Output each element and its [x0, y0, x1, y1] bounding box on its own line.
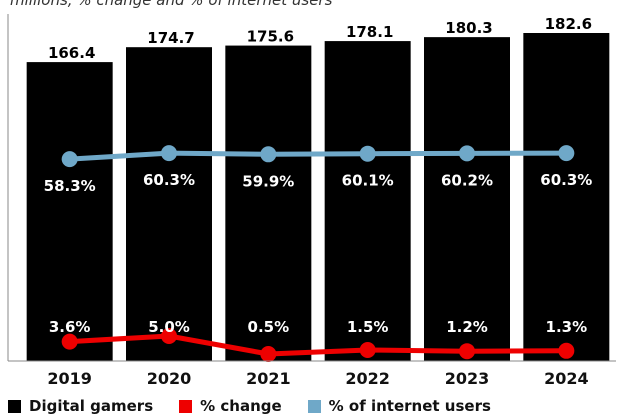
x-tick-2023: 2023	[445, 369, 490, 388]
change-label-2023: 1.2%	[446, 318, 488, 336]
bar-2023	[424, 37, 510, 361]
bars-layer	[26, 33, 610, 361]
legend-label-change: % change	[200, 397, 282, 415]
x-tick-2021: 2021	[246, 369, 291, 388]
bar-label-2019: 166.4	[48, 44, 95, 62]
legend: Digital gamers % change % of internet us…	[8, 394, 517, 418]
legend-item-internet: % of internet users	[307, 397, 491, 415]
internet-label-2024: 60.3%	[540, 171, 592, 189]
x-tick-2019: 2019	[47, 369, 92, 388]
bar-label-2022: 178.1	[346, 23, 393, 41]
internet-point-2024	[558, 145, 575, 162]
labels-layer: 166.4 174.7 175.6 178.1 180.3 182.6 58.3% 60.3%…	[44, 15, 593, 336]
internet-label-2020: 60.3%	[143, 171, 195, 189]
internet-label-2021: 59.9%	[242, 172, 294, 190]
legend-swatch-change	[179, 399, 193, 413]
bar-label-2020: 174.7	[147, 29, 194, 47]
change-point-2019	[61, 333, 78, 350]
subtitle-clip: millions, % change and % of internet use…	[0, 0, 623, 12]
x-axis: 2019 2020 2021 2022 2023 2024	[7, 14, 616, 388]
internet-point-2019	[61, 151, 78, 168]
change-point-2023	[459, 343, 475, 360]
chart-subtitle: millions, % change and % of internet use…	[10, 0, 333, 9]
legend-label-gamers: Digital gamers	[29, 397, 154, 415]
change-point-2022	[359, 342, 376, 358]
change-label-2020: 5.0%	[148, 318, 190, 336]
x-tick-2024: 2024	[544, 369, 589, 388]
internet-point-2020	[161, 145, 177, 162]
legend-label-internet: % of internet users	[328, 397, 491, 415]
internet-label-2023: 60.2%	[441, 171, 493, 189]
legend-swatch-gamers	[8, 399, 21, 413]
change-point-2024	[558, 342, 575, 359]
lines-layer	[61, 145, 575, 362]
change-point-2021	[260, 346, 277, 362]
internet-point-2022	[359, 145, 376, 162]
bar-2021	[225, 45, 312, 361]
bar-2022	[324, 41, 411, 361]
bar-label-2024: 182.6	[545, 15, 592, 33]
x-tick-2022: 2022	[345, 369, 390, 388]
internet-users-line	[69, 150, 567, 162]
legend-item-gamers: Digital gamers	[8, 397, 153, 415]
change-line	[69, 333, 567, 357]
change-point-2020	[161, 328, 177, 344]
bar-2020	[126, 47, 212, 361]
x-tick-2020: 2020	[147, 369, 192, 388]
change-label-2022: 1.5%	[347, 318, 389, 336]
legend-item-change: % change	[179, 397, 282, 415]
change-label-2024: 1.3%	[546, 318, 588, 336]
internet-label-2022: 60.1%	[342, 172, 394, 190]
bar-2024	[523, 33, 610, 361]
internet-point-2021	[260, 146, 277, 163]
internet-label-2019: 58.3%	[44, 177, 96, 195]
bar-label-2021: 175.6	[247, 28, 294, 46]
change-label-2021: 0.5%	[248, 318, 290, 336]
legend-swatch-internet	[307, 399, 321, 413]
internet-point-2023	[459, 145, 475, 162]
bar-2019	[26, 62, 113, 361]
bar-label-2023: 180.3	[445, 19, 492, 37]
change-label-2019: 3.6%	[49, 318, 91, 336]
